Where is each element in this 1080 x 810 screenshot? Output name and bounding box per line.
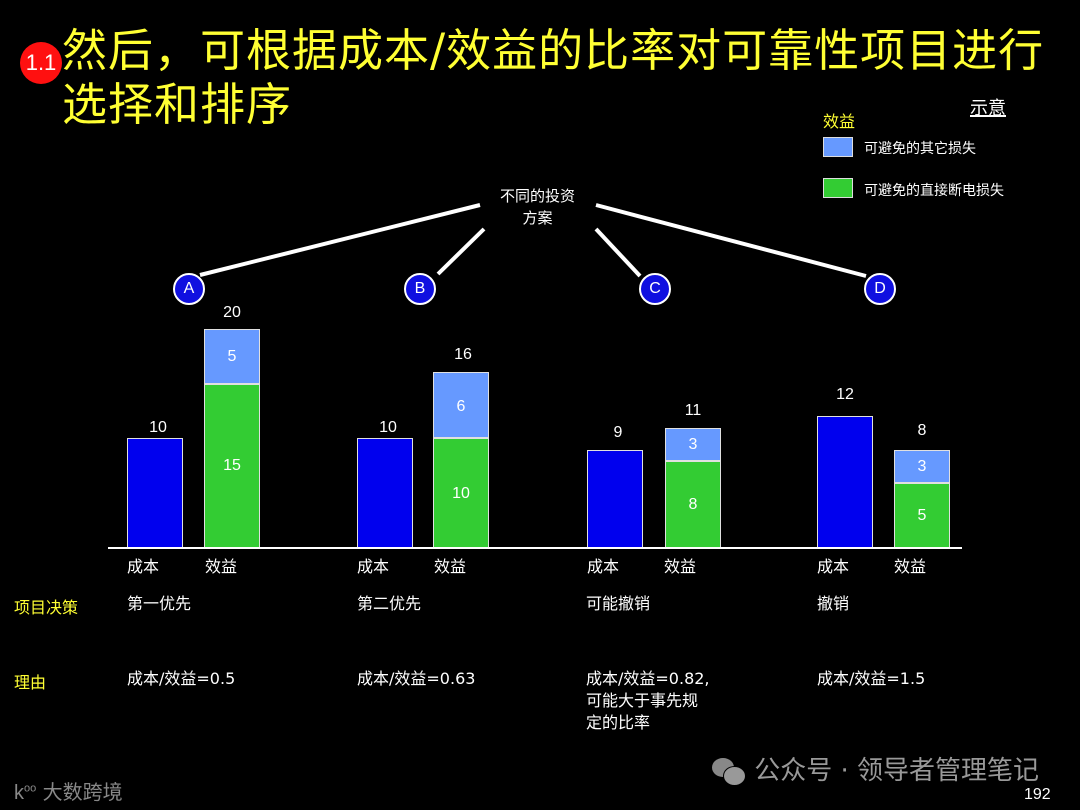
other-loss-segment-a bbox=[204, 329, 260, 384]
benefit-total-b: 16 bbox=[454, 346, 472, 363]
watermark-text: 公众号 · 领导者管理笔记 bbox=[754, 756, 1040, 786]
x-axis-baseline bbox=[108, 547, 962, 549]
decision-b: 第二优先 bbox=[357, 594, 422, 613]
legend-swatch-other-loss bbox=[823, 137, 853, 157]
decision-row-label: 项目决策 bbox=[14, 598, 79, 617]
cost-value-b: 10 bbox=[379, 419, 397, 436]
other-loss-value-b: 6 bbox=[456, 398, 466, 415]
cost-bar-a bbox=[127, 438, 183, 548]
other-loss-segment-c bbox=[665, 428, 721, 461]
decision-a: 第一优先 bbox=[127, 594, 192, 613]
cost-bar-d bbox=[817, 416, 873, 548]
brand-logo: koo 大数跨境 bbox=[14, 776, 123, 805]
cost-bar-c bbox=[587, 450, 643, 548]
category-cost-d: 成本 bbox=[817, 557, 850, 576]
tree-root-line-2: 方案 bbox=[522, 209, 553, 227]
wechat-icon bbox=[712, 757, 746, 786]
decision-d: 撤销 bbox=[817, 594, 850, 613]
direct-loss-value-a: 15 bbox=[223, 457, 241, 474]
legend-label-other-loss: 可避免的其它损失 bbox=[864, 141, 976, 157]
category-benefit-d: 效益 bbox=[894, 557, 927, 576]
other-loss-value-a: 5 bbox=[227, 348, 237, 365]
brand-logo-icon: koo bbox=[14, 782, 37, 804]
reason-c-line-2: 可能大于事先规 bbox=[586, 691, 699, 710]
node-c: C bbox=[639, 273, 671, 305]
benefit-total-d: 8 bbox=[917, 422, 927, 439]
category-cost-c: 成本 bbox=[587, 557, 620, 576]
legend-label-direct-loss: 可避免的直接断电损失 bbox=[864, 183, 1004, 199]
cost-bar-b bbox=[357, 438, 413, 548]
other-loss-segment-b bbox=[433, 372, 489, 438]
node-a: A bbox=[173, 273, 205, 305]
legend-title: 效益 bbox=[823, 112, 856, 131]
brand-name: 大数跨境 bbox=[42, 780, 123, 804]
page-number: 192 bbox=[1024, 786, 1051, 803]
category-cost-a: 成本 bbox=[127, 557, 160, 576]
other-loss-segment-d bbox=[894, 450, 950, 483]
reason-c-line-3: 定的比率 bbox=[586, 713, 651, 732]
category-cost-b: 成本 bbox=[357, 557, 390, 576]
reason-b: 成本/效益=0.63 bbox=[357, 669, 476, 688]
decision-c: 可能撤销 bbox=[586, 594, 651, 613]
tree-root-label: 不同的投资 方案 bbox=[480, 185, 595, 229]
reason-row-label: 理由 bbox=[14, 673, 47, 692]
section-badge: 1.1 bbox=[20, 42, 62, 84]
reason-c-line-1: 成本/效益=0.82, bbox=[586, 669, 710, 688]
cost-value-c: 9 bbox=[613, 424, 623, 441]
illustrative-note: 示意 bbox=[970, 98, 1006, 119]
node-d: D bbox=[864, 273, 896, 305]
reason-a: 成本/效益=0.5 bbox=[127, 669, 236, 688]
reason-d: 成本/效益=1.5 bbox=[817, 669, 926, 688]
category-benefit-c: 效益 bbox=[664, 557, 697, 576]
node-b: B bbox=[404, 273, 436, 305]
cost-value-a: 10 bbox=[149, 419, 167, 436]
other-loss-value-c: 3 bbox=[688, 436, 698, 453]
slide-title: 然后，可根据成本/效益的比率对可靠性项目进行选择和排序 bbox=[62, 24, 1045, 131]
other-loss-value-d: 3 bbox=[917, 458, 927, 475]
direct-loss-segment-c bbox=[665, 461, 721, 548]
reason-c: 成本/效益=0.82, 可能大于事先规 定的比率 bbox=[586, 668, 710, 734]
direct-loss-segment-d bbox=[894, 483, 950, 548]
direct-loss-value-c: 8 bbox=[688, 496, 698, 513]
tree-root-line-1: 不同的投资 bbox=[499, 187, 575, 205]
watermark: 公众号 · 领导者管理笔记 bbox=[712, 750, 1039, 787]
category-benefit-a: 效益 bbox=[205, 557, 238, 576]
direct-loss-value-d: 5 bbox=[917, 507, 927, 524]
direct-loss-value-b: 10 bbox=[452, 485, 470, 502]
direct-loss-segment-b bbox=[433, 438, 489, 548]
category-benefit-b: 效益 bbox=[434, 557, 467, 576]
legend-swatch-direct-loss bbox=[823, 178, 853, 198]
benefit-total-a: 20 bbox=[223, 304, 241, 321]
benefit-total-c: 11 bbox=[684, 402, 702, 419]
cost-value-d: 12 bbox=[836, 386, 854, 403]
